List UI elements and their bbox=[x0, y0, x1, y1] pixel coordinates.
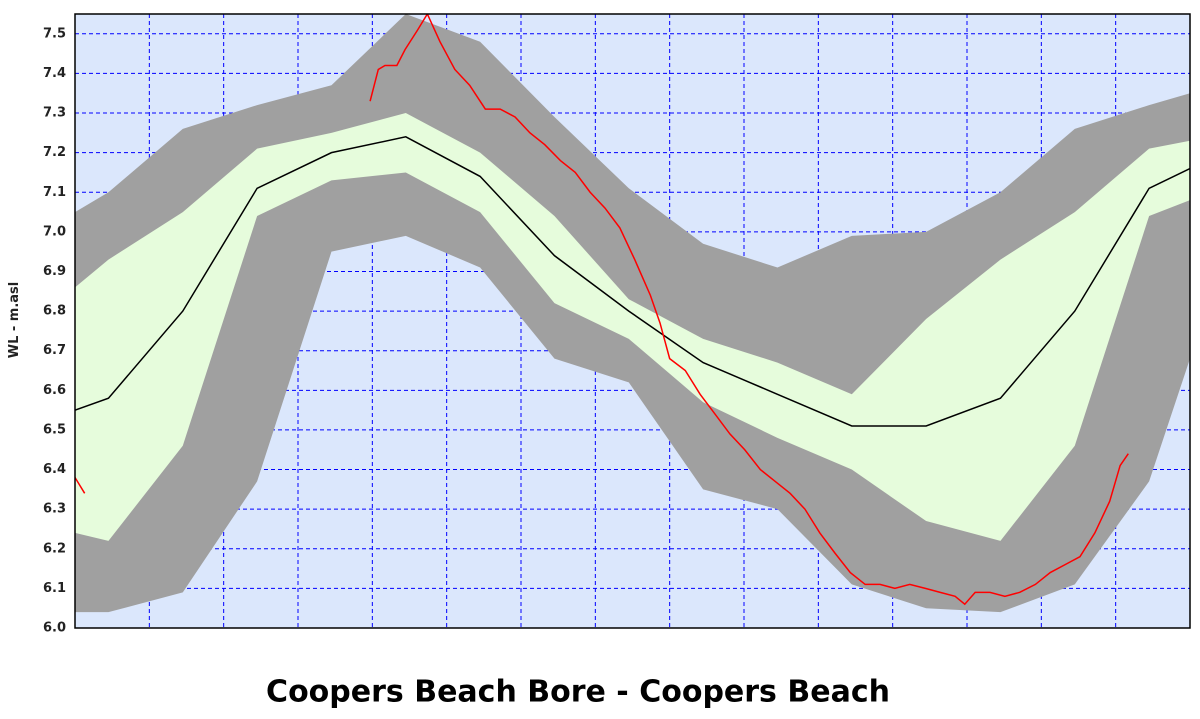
y-tick-label: 6.8 bbox=[43, 304, 66, 319]
y-tick-label: 6.9 bbox=[43, 264, 66, 279]
chart-title: Coopers Beach Bore - Coopers Beach bbox=[266, 675, 890, 710]
y-tick-label: 6.5 bbox=[43, 422, 66, 437]
y-tick-label: 7.0 bbox=[43, 224, 66, 239]
y-tick-label: 7.2 bbox=[43, 145, 66, 160]
y-tick-label: 7.5 bbox=[43, 26, 66, 41]
data-line bbox=[75, 136, 1190, 427]
y-tick-label: 6.2 bbox=[43, 541, 66, 556]
plot-marks bbox=[75, 14, 1190, 613]
y-axis: 6.0 6.1 6.2 6.3 6.4 6.5 6.6 6.7 6.8 6.9 7.0 7.1 7.2 7… bbox=[43, 26, 66, 635]
y-axis-label: WL - m.asl bbox=[7, 282, 22, 359]
y-tick-label: 6.7 bbox=[43, 343, 66, 358]
y-tick-label: 6.3 bbox=[43, 502, 66, 517]
y-tick-label: 6.6 bbox=[43, 383, 66, 398]
y-tick-label: 7.1 bbox=[43, 185, 66, 200]
range-band bbox=[75, 113, 1190, 541]
plot-border bbox=[74, 13, 1191, 629]
y-tick-label: 6.4 bbox=[43, 462, 66, 477]
y-tick-label: 7.3 bbox=[43, 106, 66, 121]
y-tick-label: 6.1 bbox=[43, 581, 66, 596]
y-tick-label: 7.4 bbox=[43, 66, 66, 81]
y-tick-label: 6.0 bbox=[43, 621, 66, 636]
data-line bbox=[75, 14, 1129, 606]
